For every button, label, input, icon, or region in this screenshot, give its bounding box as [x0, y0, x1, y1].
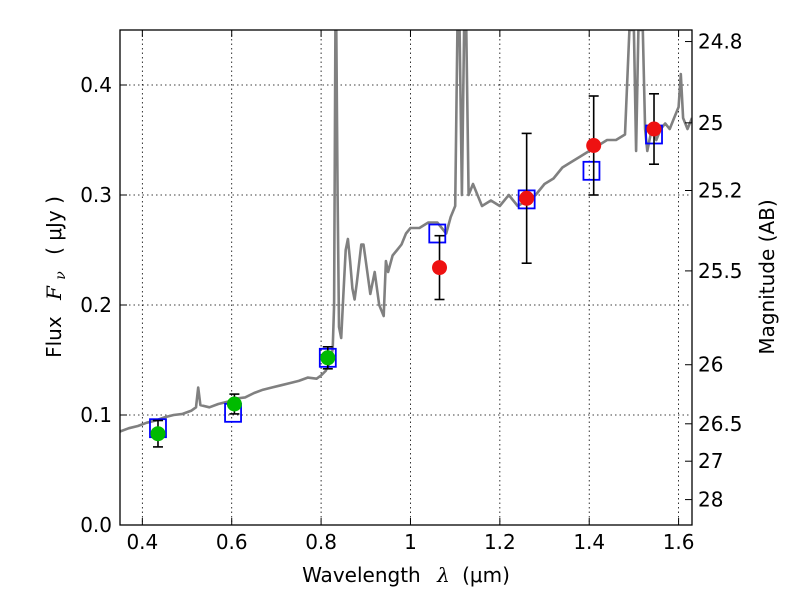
plot-frame [119, 29, 693, 526]
y-axis-label-text: Flux [42, 316, 66, 358]
axis-ticks: 0.4 0.6 0.8 1 1.2 1.4 1.6 0.0 0.1 0.2 0.3 0.4 24.8 25… [80, 30, 742, 554]
grid [120, 30, 692, 526]
x-tick-label: 0.8 [305, 530, 337, 554]
y-tick-label: 0.4 [80, 73, 112, 97]
y-axis-label: Flux F ν ( μJy ) [42, 196, 70, 358]
x-axis-label-text: Wavelength [302, 563, 421, 587]
y2-tick-label: 26 [698, 353, 723, 377]
y-tick-label: 0.2 [80, 293, 112, 317]
y2-tick-label: 28 [698, 488, 723, 512]
model-spectrum-line [120, 30, 692, 433]
model-photometry-square [582, 160, 601, 181]
x-axis-label: Wavelength λ (μm) [302, 563, 510, 587]
photometry-point [519, 190, 535, 206]
y-axis-label-symbol: F [42, 285, 66, 301]
x-axis-label-symbol: λ [436, 563, 450, 587]
y2-tick-label: 25.5 [698, 259, 743, 283]
y2-tick-label: 25.2 [698, 178, 743, 202]
y-axis-label-subscript: ν [53, 271, 69, 280]
photometry-point [150, 426, 166, 442]
x-tick-label: 1.2 [484, 530, 516, 554]
photometry-point [646, 121, 662, 137]
x-axis-label-unit: (μm) [462, 563, 510, 587]
y2-tick-label: 25 [698, 111, 723, 135]
y2-tick-label: 24.8 [698, 30, 743, 54]
x-tick-label: 1.4 [573, 530, 605, 554]
x-tick-label: 1.6 [663, 530, 695, 554]
y-tick-label: 0.0 [80, 513, 112, 537]
x-tick-label: 0.4 [126, 530, 158, 554]
photometry-point [226, 396, 242, 412]
y-axis-label-unit: ( μJy ) [42, 196, 66, 255]
model-photometry-square [428, 223, 447, 244]
plot-background [120, 30, 692, 525]
photometry-point [320, 350, 336, 366]
model-spectrum [120, 30, 692, 433]
y-tick-label: 0.1 [80, 403, 112, 427]
y2-tick-label: 27 [698, 449, 723, 473]
x-tick-label: 1 [404, 530, 417, 554]
photometry-point [432, 260, 448, 276]
y2-tick-label: 26.5 [698, 412, 743, 436]
photometry-point [586, 138, 602, 153]
photometry-points [149, 93, 663, 448]
y2-axis-label: Magnitude (AB) [755, 199, 779, 354]
y-tick-label: 0.3 [80, 183, 112, 207]
x-tick-label: 0.6 [216, 530, 248, 554]
